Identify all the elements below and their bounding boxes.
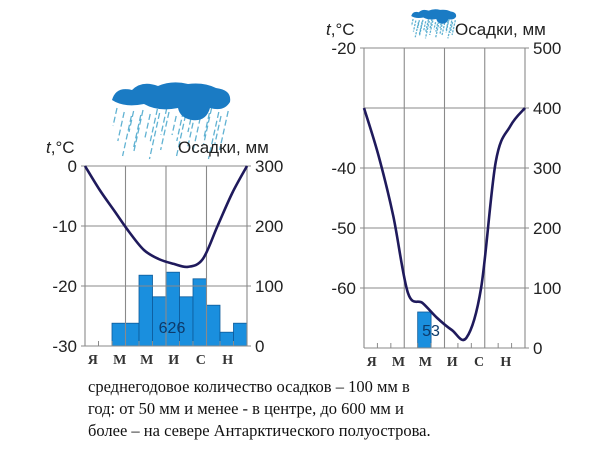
caption-text: среднегодовое количество осадков – 100 м… [88,376,528,442]
right-axis-tick: 300 [533,159,561,178]
temperature-axis-title: t,°C [326,20,355,39]
left-axis-tick: -40 [331,159,356,178]
temperature-axis-title: t,°C [46,138,75,157]
precipitation-bar [233,322,248,347]
month-label: Н [500,355,511,370]
right-axis-tick: 400 [533,99,561,118]
month-label: Я [88,353,98,368]
rain-cloud-icon [112,82,231,160]
month-label: Я [367,355,377,370]
month-label: М [392,355,405,370]
precipitation-bar [219,331,234,347]
month-label: М [419,355,432,370]
month-label: И [168,353,179,368]
caption-line: более – на севере Антарктического полуос… [88,421,431,440]
right-axis-tick: 200 [533,219,561,238]
rain-cloud-icon [410,9,457,39]
temperature-curve [83,165,249,269]
left-axis-tick: -20 [331,39,356,58]
month-label: И [447,355,458,370]
annual-precipitation-label: 626 [159,320,186,337]
month-label: Н [222,353,233,368]
right-axis-tick: 500 [533,39,561,58]
month-label: С [474,355,484,370]
right-axis-tick: 300 [255,157,283,176]
caption-line: год: от 50 мм и менее - в центре, до 600… [88,399,404,418]
annual-precipitation-label: 53 [422,323,440,340]
right-axis-tick: 200 [255,217,283,236]
right-axis-tick: 100 [533,279,561,298]
precipitation-bar [111,322,126,347]
precipitation-bar [206,304,221,347]
temperature-curve [362,107,527,342]
precipitation-axis-title: Осадки, мм [455,20,546,39]
left-axis-tick: 0 [68,157,77,176]
month-label: М [113,353,126,368]
right-axis-tick: 0 [533,339,542,358]
left-axis-tick: -60 [331,279,356,298]
right-axis-tick: 100 [255,277,283,296]
month-label: С [196,353,206,368]
caption-line: среднегодовое количество осадков – 100 м… [88,377,410,396]
left-axis-tick: -10 [52,217,77,236]
precipitation-bar [125,322,140,347]
left-axis-tick: -30 [52,337,77,356]
precipitation-axis-title: Осадки, мм [178,138,269,157]
left-axis-tick: -20 [52,277,77,296]
precipitation-bar [192,278,207,347]
left-axis-tick: -50 [331,219,356,238]
right-axis-tick: 0 [255,337,264,356]
month-label: М [140,353,153,368]
